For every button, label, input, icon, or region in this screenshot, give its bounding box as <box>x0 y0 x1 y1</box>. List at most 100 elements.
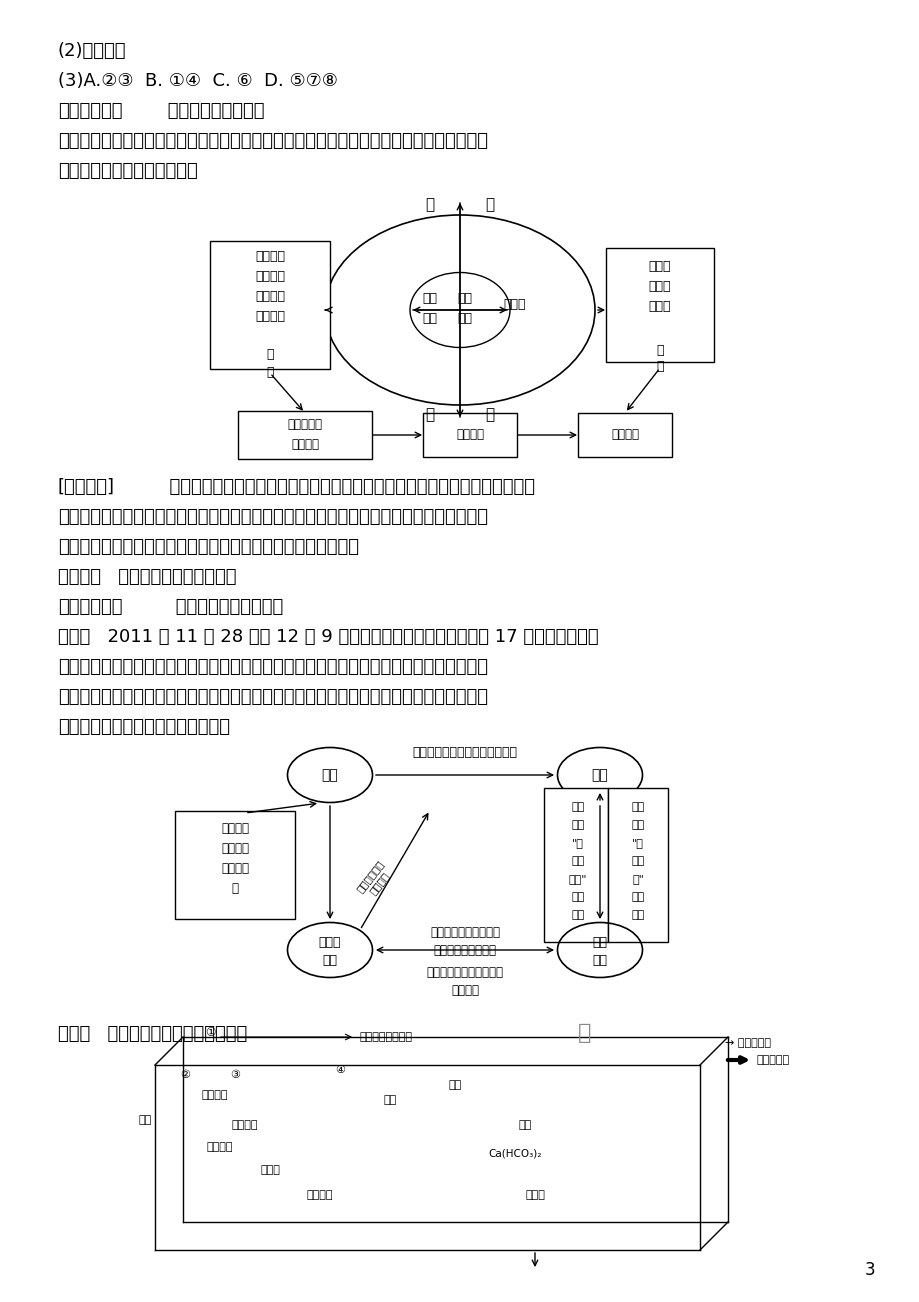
Text: ④: ④ <box>335 1065 345 1075</box>
FancyBboxPatch shape <box>238 411 371 460</box>
Text: 采用: 采用 <box>630 820 644 829</box>
Text: 减排: 减排 <box>630 910 644 921</box>
Text: 【名师点拨】: 【名师点拨】 <box>58 102 122 120</box>
Text: 空间: 空间 <box>457 311 472 324</box>
Text: → 碳循环环节: → 碳循环环节 <box>724 1038 770 1048</box>
Text: 采用: 采用 <box>571 820 584 829</box>
Text: 死生物体: 死生物体 <box>207 1142 233 1152</box>
Text: 放税": 放税" <box>568 874 586 884</box>
Text: 倾向: 倾向 <box>571 802 584 812</box>
Text: 要求先行减排
先期行动: 要求先行减排 先期行动 <box>355 858 394 901</box>
Text: 生态破坏: 生态破坏 <box>290 439 319 452</box>
Text: 要求继续参与第二期承: 要求继续参与第二期承 <box>429 927 499 940</box>
Text: Ca(HCO₃)₂: Ca(HCO₃)₂ <box>488 1148 541 1157</box>
Text: 环境问题: 环境问题 <box>456 428 483 441</box>
Text: 原因有两方面，如下图所示：: 原因有两方面，如下图所示： <box>58 161 198 180</box>
Text: 石灰岩: 石灰岩 <box>525 1190 544 1200</box>
Text: 环境问题的产生机制: 环境问题的产生机制 <box>162 102 265 120</box>
Text: 资源短缺、: 资源短缺、 <box>287 418 323 431</box>
Text: 要求将两国减排责任捆绑在一起: 要求将两国减排责任捆绑在一起 <box>412 746 517 759</box>
Text: 中国: 中国 <box>322 768 338 783</box>
Text: 替代品的: 替代品的 <box>255 290 285 303</box>
Text: 超过环: 超过环 <box>648 260 671 273</box>
Text: 绿色植物: 绿色植物 <box>201 1090 228 1100</box>
FancyBboxPatch shape <box>210 241 330 368</box>
Text: 能量: 能量 <box>422 311 437 324</box>
Text: 活生物体: 活生物体 <box>232 1120 258 1130</box>
Text: 环境问题主要表现为生态破坏、资源短缺和环境污染。从产生的机理来看，环境问题产生的: 环境问题主要表现为生态破坏、资源短缺和环境污染。从产生的机理来看，环境问题产生的 <box>58 132 487 150</box>
Text: 机制: 机制 <box>571 892 584 902</box>
FancyBboxPatch shape <box>423 413 516 457</box>
Text: ⛅: ⛅ <box>578 1023 591 1043</box>
Text: 产: 产 <box>655 344 663 357</box>
Text: 生: 生 <box>655 361 663 374</box>
Text: 水循环环节: 水循环环节 <box>756 1055 789 1065</box>
Text: 人类: 人类 <box>457 292 472 305</box>
Text: (3)A.②③  B. ①④  C. ⑥  D. ⑤⑦⑧: (3)A.②③ B. ①④ C. ⑥ D. ⑤⑦⑧ <box>58 72 337 90</box>
Text: 物质: 物质 <box>422 292 437 305</box>
Text: 南非德班召开，《京都议定书》第二承诺期的存续问题，是德班大会期待解决的首个关键问: 南非德班召开，《京都议定书》第二承诺期的存续问题，是德班大会期待解决的首个关键问 <box>58 658 487 676</box>
Text: 【探究活动】: 【探究活动】 <box>58 598 122 616</box>
Text: 超过资源: 超过资源 <box>255 250 285 263</box>
Text: 3: 3 <box>864 1262 874 1279</box>
Text: 材料二   自然界碳、水物质循环示意图: 材料二 自然界碳、水物质循环示意图 <box>58 1025 247 1043</box>
Text: 减排: 减排 <box>571 910 584 921</box>
Text: ②: ② <box>180 1070 190 1079</box>
Text: 中国、印度等主要经济体: 中国、印度等主要经济体 <box>426 966 503 979</box>
Text: 材料一   2011 年 11 月 28 日至 12 月 9 日，联合国气候变化框架公约第 17 次缔约方会议在: 材料一 2011 年 11 月 28 日至 12 月 9 日，联合国气候变化框架… <box>58 628 598 646</box>
FancyBboxPatch shape <box>543 788 607 943</box>
Text: 环: 环 <box>425 198 434 212</box>
Text: 国家: 国家 <box>323 953 337 966</box>
Text: 废弃物: 废弃物 <box>504 298 526 311</box>
Text: 石灰岩: 石灰岩 <box>260 1165 279 1174</box>
Text: 净能力: 净能力 <box>648 301 671 314</box>
Text: 共同但有: 共同但有 <box>221 842 249 855</box>
Text: 从环境问题产生的主要原因可以看出，环境问题是伴随着人口问题、资源问题: 从环境问题产生的主要原因可以看出，环境问题是伴随着人口问题、资源问题 <box>158 478 535 496</box>
Text: [特别提醒]: [特别提醒] <box>58 478 115 496</box>
Text: 阅读材料，回答问题。: 阅读材料，回答问题。 <box>170 598 283 616</box>
Text: 境: 境 <box>485 198 494 212</box>
Text: 和发展问题而出现的，这四者之间是相互联系、相互制约的。从本质上讲，环境问题的本质: 和发展问题而出现的，这四者之间是相互联系、相互制约的。从本质上讲，环境问题的本质 <box>58 508 487 526</box>
Text: 空气中的二氧化碳: 空气中的二氧化碳 <box>359 1032 413 1042</box>
Text: 题。德班大会被各界誉为是人类为拯救地球达成共识的最后一次机会。下图所示为德班大会: 题。德班大会被各界誉为是人类为拯救地球达成共识的最后一次机会。下图所示为德班大会 <box>58 687 487 706</box>
Text: 美国: 美国 <box>591 768 607 783</box>
Text: 尘排: 尘排 <box>571 855 584 866</box>
Text: 再生速度: 再生速度 <box>255 310 285 323</box>
FancyBboxPatch shape <box>577 413 671 457</box>
Text: ③: ③ <box>230 1070 240 1079</box>
Text: 区别的责: 区别的责 <box>221 862 249 875</box>
Text: 任: 任 <box>232 883 238 896</box>
Text: 发达: 发达 <box>592 936 607 948</box>
Text: (2)环境污染: (2)环境污染 <box>58 42 127 60</box>
Text: 环境污染: 环境污染 <box>610 428 639 441</box>
Text: "烟: "烟 <box>572 838 584 848</box>
Text: 火山: 火山 <box>138 1115 152 1125</box>
FancyBboxPatch shape <box>175 811 295 919</box>
Text: 探究点二   人类面临的主要环境问题: 探究点二 人类面临的主要环境问题 <box>58 568 236 586</box>
Text: 易": 易" <box>631 874 643 884</box>
Text: 生: 生 <box>266 366 274 379</box>
Text: 化石燃料: 化石燃料 <box>306 1190 333 1200</box>
Text: 诺，并提供资金援助: 诺，并提供资金援助 <box>433 944 496 957</box>
FancyBboxPatch shape <box>607 788 667 943</box>
Text: 境: 境 <box>485 408 494 423</box>
Text: 上部分国家与地区的基本谈判要求。: 上部分国家与地区的基本谈判要求。 <box>58 717 230 736</box>
Text: 本身及其: 本身及其 <box>255 271 285 284</box>
Text: 发展中: 发展中 <box>318 936 341 948</box>
Text: 量交: 量交 <box>630 855 644 866</box>
Text: 环: 环 <box>425 408 434 423</box>
Text: 湖泊: 湖泊 <box>383 1095 396 1105</box>
Text: 同意承担: 同意承担 <box>221 823 249 836</box>
Text: ①: ① <box>205 1026 215 1039</box>
Text: 机制: 机制 <box>630 892 644 902</box>
Text: 境的自: 境的自 <box>648 280 671 293</box>
FancyBboxPatch shape <box>606 247 713 362</box>
Text: 国家: 国家 <box>592 953 607 966</box>
Text: 海洋: 海洋 <box>517 1120 531 1130</box>
Text: 共同参与: 共同参与 <box>450 983 479 996</box>
Text: 倾向: 倾向 <box>630 802 644 812</box>
Text: "限: "限 <box>631 838 643 848</box>
Text: 陆地: 陆地 <box>448 1079 461 1090</box>
Text: 产: 产 <box>266 349 274 362</box>
Text: 就是发展问题，是在发展的过程中产生的，必须在发展中解决。: 就是发展问题，是在发展的过程中产生的，必须在发展中解决。 <box>58 538 358 556</box>
